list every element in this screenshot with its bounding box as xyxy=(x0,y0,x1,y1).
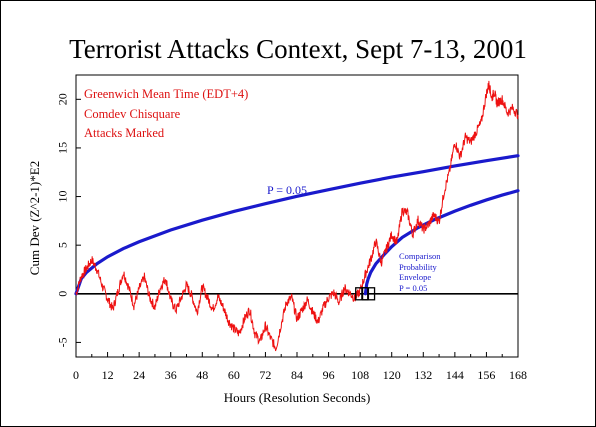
x-axis-label: Hours (Resolution Seconds) xyxy=(223,390,371,405)
x-tick-label: 96 xyxy=(323,368,335,382)
x-tick-label: 156 xyxy=(477,368,495,382)
y-tick-label: -5 xyxy=(56,337,70,347)
envelope-line-2: Probability xyxy=(399,261,437,272)
envelope-line-3: Envelope xyxy=(399,272,432,282)
x-tick-label: 72 xyxy=(259,368,271,382)
y-tick-label: 10 xyxy=(56,191,70,203)
legend-entry-time: Greenwich Mean Time (EDT+4) xyxy=(84,87,249,101)
lower-envelope-line xyxy=(363,189,520,296)
x-tick-label: 132 xyxy=(414,368,432,382)
x-tick-label: 12 xyxy=(102,368,114,382)
y-axis-label: Cum Dev (Z^2-1)*E2 xyxy=(27,160,42,276)
upper-envelope-line xyxy=(74,154,520,296)
x-tick-label: 36 xyxy=(165,368,177,382)
y-tick-label: 15 xyxy=(56,142,70,154)
x-tick-label: 120 xyxy=(383,368,401,382)
y-tick-label: 5 xyxy=(56,242,70,248)
x-tick-label: 24 xyxy=(133,368,145,382)
p-value-label: P = 0.05 xyxy=(267,183,307,197)
legend-entry-stat: Comdev Chisquare xyxy=(84,107,181,121)
legend-entry-attacks: Attacks Marked xyxy=(84,126,165,140)
y-tick-label: 20 xyxy=(56,93,70,105)
chart-title: Terrorist Attacks Context, Sept 7-13, 20… xyxy=(69,34,527,64)
x-tick-label: 108 xyxy=(351,368,369,382)
plot-layer: 0 12 24 36 48 60 72 84 96 108 120 132 144 156 168 -5 0 5 1… xyxy=(56,74,527,382)
x-tick-label: 48 xyxy=(196,368,208,382)
envelope-line-4: P = 0.05 xyxy=(399,282,428,293)
x-tick-label: 60 xyxy=(228,368,240,382)
cumdev-data-line xyxy=(75,80,519,352)
x-tick-label: 144 xyxy=(446,368,464,382)
x-tick-label: 84 xyxy=(291,368,303,382)
x-tick-label: 168 xyxy=(509,368,527,382)
envelope-line-1: Comparison xyxy=(399,251,441,261)
envelope-annotation: Comparison Probability Envelope P = 0.05 xyxy=(399,251,441,293)
x-tick-label: 0 xyxy=(73,368,79,382)
y-tick-label: 0 xyxy=(56,291,70,297)
